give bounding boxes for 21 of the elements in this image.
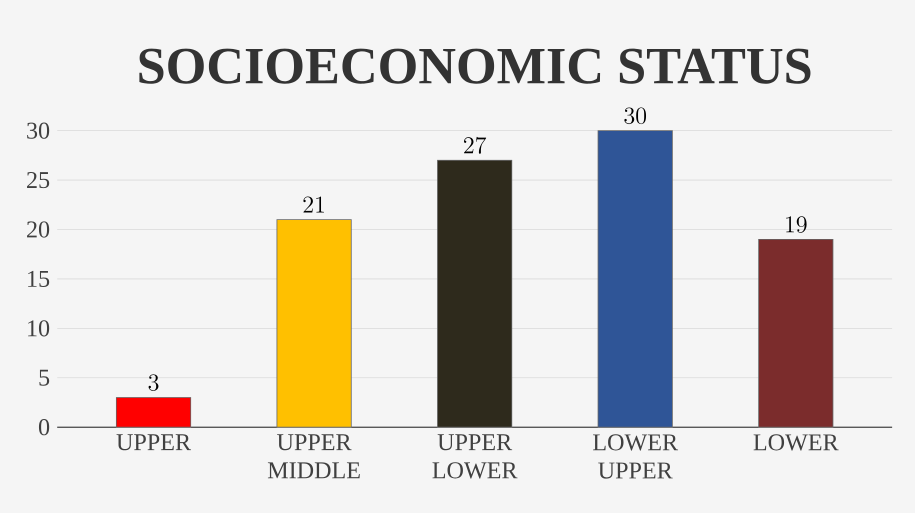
y-tick-label: 20 bbox=[27, 221, 50, 238]
bar bbox=[598, 130, 673, 428]
data-label: 27 bbox=[464, 136, 486, 154]
bar bbox=[437, 160, 512, 428]
data-label: 30 bbox=[624, 108, 646, 124]
y-tick-label: 5 bbox=[39, 370, 50, 386]
y-tick-label: 15 bbox=[28, 270, 50, 287]
x-tick-label: LOWER bbox=[754, 434, 839, 451]
y-tick-label: 25 bbox=[27, 172, 50, 188]
y-tick-label: 10 bbox=[28, 320, 50, 336]
x-tick-label: LOWER UPPER bbox=[593, 434, 678, 479]
data-label: 3 bbox=[148, 374, 158, 391]
x-tick-label: UPPER bbox=[116, 434, 192, 450]
data-label: 21 bbox=[303, 196, 324, 213]
x-tick-label: UPPER MIDDLE bbox=[268, 434, 360, 478]
bar bbox=[276, 219, 352, 428]
y-tick-label: 0 bbox=[38, 419, 50, 436]
y-tick-label: 30 bbox=[27, 122, 50, 139]
chart-title: SOCIOECONOMIC STATUS bbox=[139, 48, 810, 84]
x-tick-label: UPPER LOWER bbox=[432, 434, 518, 479]
data-label: 19 bbox=[786, 216, 807, 233]
